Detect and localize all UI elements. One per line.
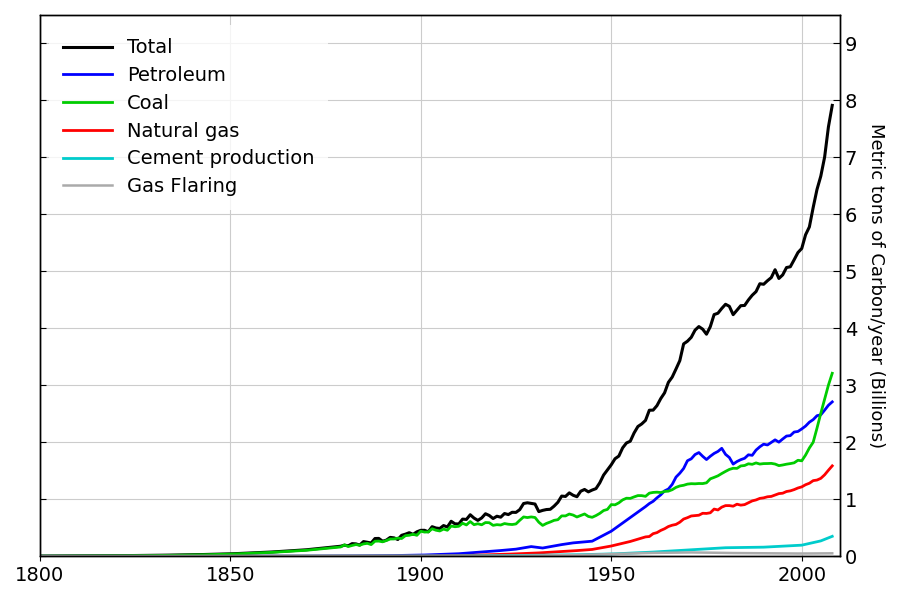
Legend: Total, Petroleum, Coal, Natural gas, Cement production, Gas Flaring: Total, Petroleum, Coal, Natural gas, Cem… [50, 25, 328, 209]
Line: Natural gas: Natural gas [40, 466, 832, 556]
Coal [34, 553, 45, 560]
Line: Coal: Coal [40, 373, 832, 556]
Gas Flaring [202, 553, 212, 560]
Cement production [34, 553, 45, 560]
Total [827, 102, 838, 109]
Coal [679, 482, 689, 489]
Gas Flaring [34, 553, 45, 560]
Natural gas [316, 553, 327, 560]
Natural gas [579, 547, 590, 554]
Petroleum [34, 553, 45, 560]
Line: Total: Total [40, 106, 832, 556]
Coal [202, 551, 212, 558]
Total [316, 545, 327, 552]
Petroleum [202, 553, 212, 560]
Gas Flaring [598, 551, 609, 558]
Gas Flaring [579, 551, 590, 559]
Cement production [579, 551, 590, 558]
Line: Petroleum: Petroleum [40, 402, 832, 556]
Coal [579, 511, 590, 518]
Line: Gas Flaring: Gas Flaring [40, 553, 832, 556]
Coal [827, 370, 838, 377]
Coal [316, 545, 327, 553]
Petroleum [598, 532, 609, 539]
Total [598, 472, 609, 479]
Total [57, 553, 68, 560]
Cement production [57, 553, 68, 560]
Petroleum [57, 553, 68, 560]
Cement production [679, 547, 689, 554]
Total [679, 340, 689, 347]
Natural gas [34, 553, 45, 560]
Petroleum [579, 538, 590, 545]
Gas Flaring [679, 549, 689, 556]
Y-axis label: Metric tons of Carbon/year (Billions): Metric tons of Carbon/year (Billions) [867, 123, 885, 448]
Petroleum [827, 398, 838, 406]
Cement production [827, 533, 838, 540]
Gas Flaring [57, 553, 68, 560]
Coal [598, 507, 609, 514]
Natural gas [202, 553, 212, 560]
Natural gas [598, 544, 609, 551]
Natural gas [57, 553, 68, 560]
Natural gas [827, 462, 838, 469]
Cement production [598, 551, 609, 558]
Gas Flaring [316, 553, 327, 560]
Petroleum [316, 553, 327, 560]
Total [202, 551, 212, 558]
Coal [57, 553, 68, 560]
Gas Flaring [682, 549, 693, 556]
Gas Flaring [827, 550, 838, 557]
Cement production [202, 553, 212, 560]
Total [34, 553, 45, 560]
Total [579, 486, 590, 493]
Line: Cement production: Cement production [40, 536, 832, 556]
Petroleum [679, 465, 689, 472]
Cement production [316, 553, 327, 560]
Natural gas [679, 515, 689, 523]
